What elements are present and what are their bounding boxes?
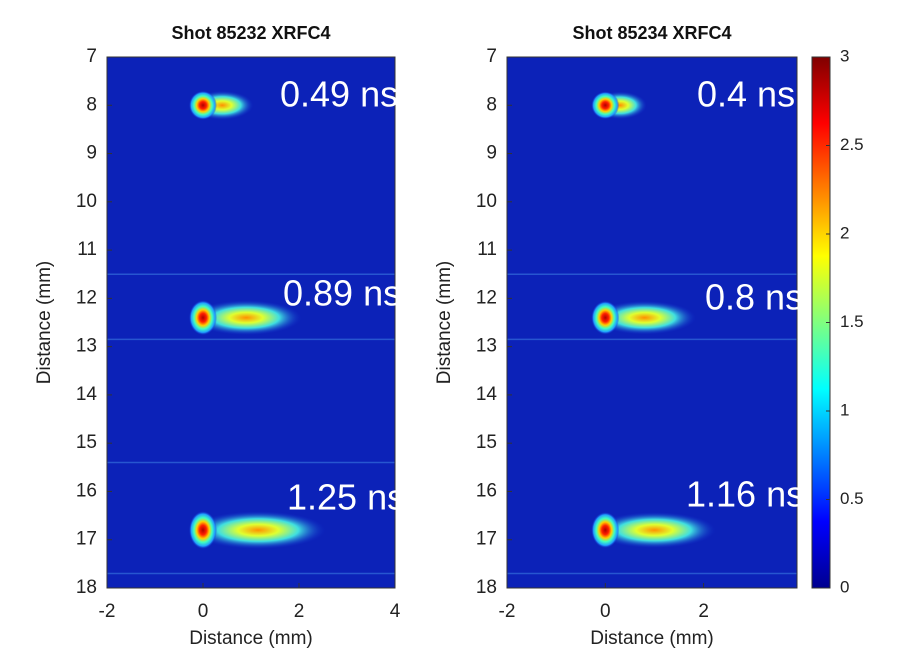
y-tick-label: 17 [76, 529, 97, 550]
time-annotation: 0.89 ns [283, 273, 401, 314]
time-annotation: 1.16 ns [686, 474, 804, 515]
chart-title: Shot 85234 XRFC4 [572, 23, 731, 43]
emission-core [189, 90, 217, 120]
colorbar-tick-label: 3 [840, 46, 849, 65]
image-plot [506, 56, 798, 589]
y-tick-label: 12 [476, 287, 497, 308]
y-tick-label: 14 [76, 384, 98, 405]
x-tick-label: -2 [499, 601, 516, 622]
y-tick-label: 18 [476, 577, 497, 598]
x-tick-label: 4 [390, 601, 401, 622]
emission-tail [191, 511, 326, 549]
emission-tail [593, 300, 696, 335]
y-tick-label: 12 [76, 287, 97, 308]
time-annotation: 0.49 ns [280, 74, 398, 115]
x-tick-label: -2 [99, 601, 116, 622]
colorbar-tick-label: 0.5 [840, 489, 864, 508]
emission-tail [191, 300, 302, 336]
y-tick-label: 7 [86, 46, 97, 67]
x-tick-label: 0 [600, 601, 611, 622]
y-tick-label: 15 [476, 432, 497, 453]
y-tick-label: 11 [477, 239, 497, 260]
colorbar-tick-label: 0 [840, 577, 849, 596]
y-tick-label: 15 [76, 432, 97, 453]
y-tick-label: 16 [76, 480, 97, 501]
y-tick-label: 16 [476, 480, 497, 501]
x-tick-label: 2 [294, 601, 305, 622]
y-tick-label: 13 [476, 336, 497, 357]
x-axis-label: Distance (mm) [590, 628, 714, 649]
y-tick-label: 9 [86, 143, 97, 164]
time-annotation: 0.4 ns [697, 74, 795, 115]
emission-core [189, 300, 217, 336]
colorbar-tick-label: 2 [840, 223, 849, 242]
y-tick-label: 11 [77, 239, 97, 260]
y-tick-label: 17 [476, 529, 497, 550]
emission-core [591, 300, 620, 335]
chart-title: Shot 85232 XRFC4 [171, 23, 330, 43]
time-annotation: 0.8 ns [705, 277, 803, 318]
x-tick-label: 0 [198, 601, 209, 622]
plot-frame [106, 56, 396, 589]
emission-core [591, 512, 620, 549]
y-tick-label: 14 [476, 384, 498, 405]
y-tick-label: 10 [76, 191, 97, 212]
y-tick-label: 9 [486, 143, 497, 164]
y-tick-label: 8 [486, 94, 497, 115]
y-tick-label: 8 [86, 94, 97, 115]
y-tick-label: 18 [76, 577, 97, 598]
colorbar-tick-label: 1 [840, 400, 849, 419]
plot-frame [506, 56, 798, 589]
y-axis-label: Distance (mm) [34, 261, 55, 385]
y-tick-label: 13 [76, 336, 97, 357]
time-annotation: 1.25 ns [287, 477, 405, 518]
emission-tail [593, 512, 716, 549]
colorbar-tick-label: 2.5 [840, 135, 864, 154]
x-tick-label: 2 [698, 601, 709, 622]
emission-core [591, 91, 620, 120]
y-tick-label: 10 [476, 191, 497, 212]
image-plot [106, 56, 396, 589]
colorbar-tick-label: 1.5 [840, 312, 864, 331]
x-axis-label: Distance (mm) [189, 628, 313, 649]
y-axis-label: Distance (mm) [434, 261, 455, 385]
y-tick-label: 7 [486, 46, 497, 67]
emission-core [189, 511, 217, 549]
